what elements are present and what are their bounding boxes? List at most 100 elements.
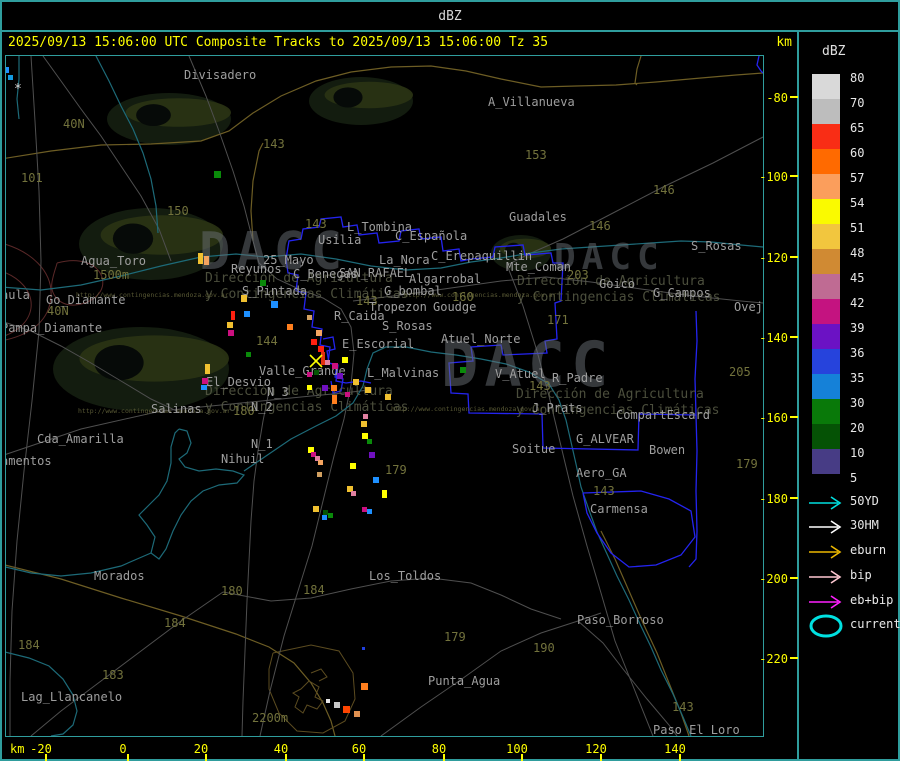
scale-tick-label: 30 [850,396,865,410]
bottom-axis-tick-label: -20 [30,742,52,756]
place-label: SAN_RAFAEL [339,266,411,280]
radar-echo [367,439,372,444]
svg-text:DACC: DACC [441,328,614,401]
radar-echo [314,370,319,375]
scale-tick-label: 36 [850,346,865,360]
svg-text:y Contingencias Climáticas: y Contingencias Climáticas [205,287,409,302]
place-label: Salinas [151,402,202,416]
volcano-contour [268,644,356,734]
place-label: A_Villanueva [488,95,575,109]
radar-echo [362,433,368,439]
radar-echo [350,463,356,469]
radar-echo [202,378,208,384]
radar-echo [373,477,379,483]
bottom-axis-tick [363,754,365,761]
radar-echo [244,311,250,317]
svg-text:http://www.contingencias.mendo: http://www.contingencias.mendoza.gov.ar [404,291,557,299]
bottom-axis-tick [127,754,129,761]
svg-text:DACC: DACC [199,222,348,282]
svg-text:Dirección de Agricultura: Dirección de Agricultura [205,271,393,286]
scale-color-band [812,299,840,324]
right-axis-tick-label: -220 [759,652,788,666]
legend-label: 30HM [850,518,879,532]
radar-echo [307,315,312,320]
place-label: Goudge [433,300,476,314]
radar-echo [328,513,333,518]
place-label: E_Escorial [342,337,414,351]
radar-echo [307,372,312,377]
right-axis-tick [790,416,798,418]
road-number-labels: 101 40N 40N 143 143 143 143 143 143 146 146 150 153 1… [18,117,758,725]
place-label: Mte_Coman [506,260,571,274]
radar-echo [362,507,367,512]
radar-echo [334,702,340,708]
radar-echo [362,647,365,650]
place-label: Reyunos [231,262,282,276]
place-label: Lag_Llancanelo [21,690,122,704]
place-label: aula [5,288,30,302]
right-axis-tick-label: -140 [759,331,788,345]
place-label: G_Campos [653,286,711,300]
place-label: G_ALVEAR [576,432,635,446]
title-bar: dBZ [2,2,898,32]
radar-echo [317,472,322,477]
place-label: Nihuil [221,452,264,466]
scale-color-band [812,174,840,199]
legend-label: bip [850,568,872,582]
radar-echo [325,360,330,365]
scale-tick-label: 57 [850,171,865,185]
scale-color-band [812,324,840,349]
storm-markers [309,354,323,368]
radar-echo [351,491,356,496]
scale-title: dBZ [822,44,846,59]
scale-tick-label: 70 [850,96,865,110]
road-number-label: 40N [47,304,69,318]
svg-text:DACC: DACC [554,237,665,278]
scale-color-band [812,249,840,274]
radar-echo [6,67,9,73]
road-number-label: 184 [303,583,325,597]
track-arrow-symbol [806,515,846,539]
right-axis-tick [790,256,798,258]
place-label: Oveje [734,300,764,314]
scale-color-band [812,124,840,149]
place-label: Divisadero [184,68,256,82]
radar-echo [322,515,327,520]
place-label: Pampa_Diamante [5,321,102,335]
legend-label: 50YD [850,494,879,508]
dacc-logo-watermark [53,77,551,411]
road-number-label: 205 [729,365,751,379]
scale-tick-label: 60 [850,146,865,160]
road-number-label: 203 [567,268,589,282]
legend-label: eb+bip [850,593,894,607]
radar-echo [204,256,209,265]
radar-echo [228,330,234,336]
place-label: V_Atuel [495,367,546,381]
track-arrow-symbol [806,565,846,589]
radar-echo [311,339,317,345]
road-number-label: 40N [63,117,85,131]
radar-echo [363,414,368,419]
road-number-label: 143 [305,217,327,231]
radar-echo [361,421,367,427]
place-label: Valle_Grande [259,364,346,378]
road-number-label: 183 [102,668,124,682]
place-label: amentos [5,454,52,468]
rivers-lakes [6,56,763,736]
place-label: L_Tombina [347,220,412,234]
radar-echo [246,352,251,357]
place-label: Paso_Borroso [577,613,664,627]
road-number-label: 143 [672,700,694,714]
place-label: Aero_GA [576,466,627,480]
bottom-axis-tick [600,754,602,761]
radar-echo [318,346,324,352]
radar-echo [308,447,314,453]
scale-tick-label: 54 [850,196,865,210]
right-axis-tick-label: -120 [759,251,788,265]
radar-echo [367,509,372,514]
scale-tick-label: 10 [850,446,865,460]
place-label: S_Rosas [691,239,742,253]
road-number-label: 1500m [93,268,129,282]
